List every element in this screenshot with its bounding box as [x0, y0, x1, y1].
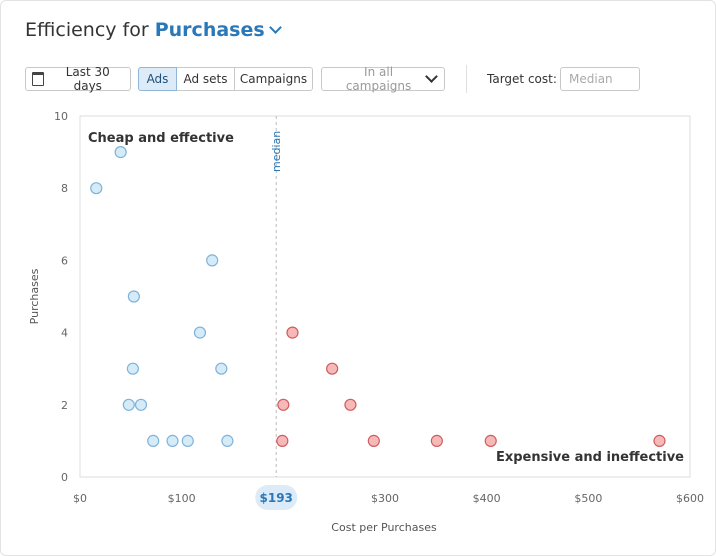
x-tick-label: $600 [676, 492, 704, 505]
data-point-cheap[interactable] [147, 434, 160, 447]
data-point-cheap[interactable] [134, 398, 148, 411]
level-selector: Ads Ad sets Campaigns [138, 67, 313, 91]
y-tick-label: 10 [54, 110, 68, 123]
toolbar-divider [466, 65, 467, 93]
plot-area [79, 115, 691, 478]
data-point-expensive[interactable] [277, 398, 290, 411]
metric-dropdown[interactable]: Purchases [154, 19, 282, 41]
data-point-expensive[interactable] [326, 362, 339, 375]
page-title: Efficiency for Purchases [25, 19, 282, 41]
data-point-expensive[interactable] [286, 326, 299, 339]
data-point-expensive[interactable] [430, 434, 443, 447]
date-range-label: Last 30 days [65, 65, 110, 93]
data-point-cheap[interactable] [122, 398, 135, 411]
x-tick-label: $300 [371, 492, 399, 505]
campaign-filter-dropdown[interactable]: In all campaigns [321, 65, 445, 93]
y-tick-label: 4 [61, 327, 68, 340]
title-prefix: Efficiency for [25, 19, 149, 41]
data-point-cheap[interactable] [114, 146, 127, 159]
x-tick-label: $100 [168, 492, 196, 505]
data-point-expensive[interactable] [276, 434, 289, 447]
level-tab-ad-sets[interactable]: Ad sets [177, 67, 235, 91]
level-tab-ads[interactable]: Ads [138, 67, 177, 91]
campaign-filter-label: In all campaigns [345, 65, 412, 93]
data-point-cheap[interactable] [221, 434, 234, 447]
level-tab-campaigns[interactable]: Campaigns [235, 67, 313, 91]
data-point-expensive[interactable] [344, 398, 357, 411]
data-point-expensive[interactable] [367, 434, 380, 447]
y-tick-label: 2 [61, 399, 68, 412]
calendar-icon [32, 72, 44, 86]
median-value-label: $193 [260, 491, 293, 505]
y-tick-label: 8 [61, 182, 68, 195]
data-point-cheap[interactable] [206, 254, 219, 267]
x-tick-label: $400 [473, 492, 501, 505]
median-value-pill [255, 485, 298, 510]
date-range-button[interactable]: Last 30 days [25, 65, 131, 93]
data-point-expensive[interactable] [484, 434, 497, 447]
data-point-expensive[interactable] [653, 434, 666, 447]
y-tick-label: 0 [61, 471, 68, 484]
data-point-cheap[interactable] [193, 326, 207, 339]
x-tick-label: $500 [574, 492, 602, 505]
metric-label: Purchases [154, 19, 265, 41]
data-point-cheap[interactable] [215, 362, 228, 375]
data-point-cheap[interactable] [90, 182, 103, 195]
data-point-cheap[interactable] [166, 434, 179, 447]
x-tick-label: $0 [73, 492, 87, 505]
x-axis-title: Cost per Purchases [331, 521, 437, 534]
annotation-expensive-ineffective: Expensive and ineffective [496, 450, 684, 465]
toolbar: Last 30 days Ads Ad sets Campaigns In al… [25, 65, 705, 93]
target-cost-input[interactable] [560, 67, 640, 91]
median-label: median [270, 131, 283, 172]
annotation-cheap-effective: Cheap and effective [88, 131, 234, 146]
data-point-cheap[interactable] [127, 290, 140, 303]
y-axis-title: Purchases [28, 268, 41, 324]
target-cost-label: Target cost: [487, 72, 557, 86]
y-tick-label: 6 [61, 254, 68, 267]
data-point-cheap[interactable] [181, 434, 194, 447]
data-point-cheap[interactable] [126, 362, 139, 375]
